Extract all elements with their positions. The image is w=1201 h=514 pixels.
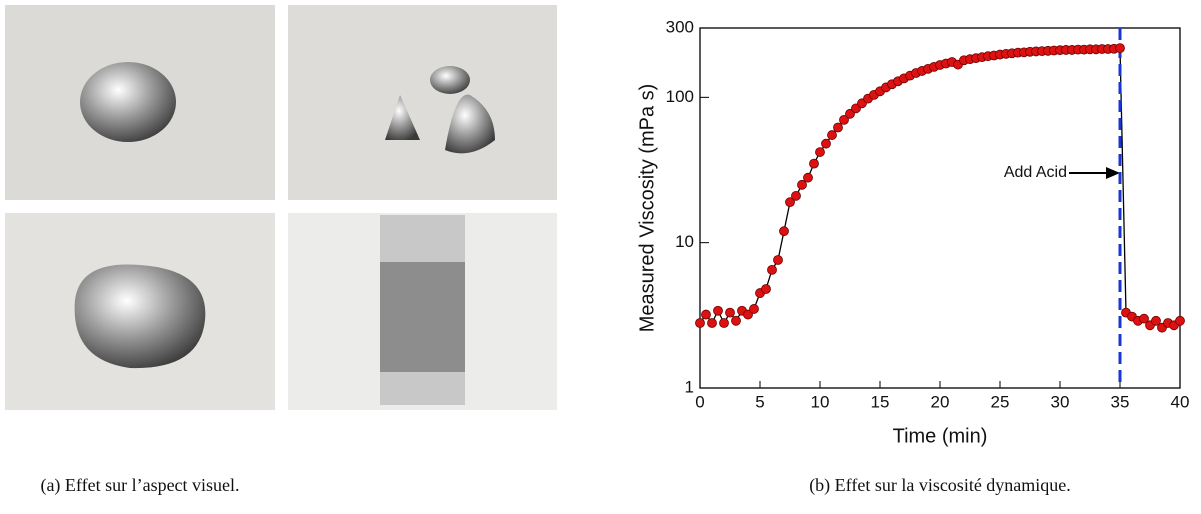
data-point: [1175, 315, 1185, 326]
data-point: [1115, 43, 1125, 54]
photo-object: [430, 66, 470, 94]
data-point: [779, 226, 789, 237]
x-tick-label: 15: [871, 392, 890, 411]
data-point: [695, 318, 705, 328]
x-tick-label: 10: [811, 392, 830, 411]
data-point: [815, 147, 825, 157]
data-point: [713, 305, 723, 316]
caption: (a) Effet sur l’aspect visuel.: [40, 475, 239, 496]
data-point: [797, 179, 807, 190]
y-tick-label: 10: [675, 232, 694, 251]
y-tick-label: 100: [666, 87, 694, 106]
data-line: [699, 47, 1181, 329]
data-point: [767, 264, 777, 275]
data-point: [833, 122, 843, 133]
data-point: [749, 304, 759, 314]
x-tick-label: 5: [755, 392, 764, 411]
photos: [5, 5, 557, 410]
caption: (b) Effet sur la viscosité dynamique.: [809, 475, 1071, 496]
plot-frame: [699, 27, 1181, 389]
data-point: [785, 197, 795, 208]
data-point: [827, 130, 837, 140]
photo-object: [385, 95, 420, 140]
x-axis-label: Time (min): [893, 425, 988, 447]
data-point: [761, 284, 771, 294]
annotation: Add Acid: [1004, 164, 1067, 181]
x-tick-label: 30: [1051, 392, 1070, 411]
data-point: [731, 315, 741, 326]
photo-object: [74, 264, 206, 369]
data-point: [809, 158, 819, 169]
data-point: [791, 190, 801, 201]
photo-object: [80, 62, 176, 142]
data-point: [707, 318, 717, 328]
photo-object: [380, 262, 465, 372]
data-point: [1151, 315, 1161, 326]
data-point: [773, 255, 783, 265]
data-point: [821, 138, 831, 149]
data-point: [839, 114, 849, 125]
data-point: [701, 309, 711, 320]
data-point: [743, 309, 753, 320]
annotation-arrowhead: [1106, 167, 1120, 179]
data-point: [803, 172, 813, 183]
photo: [288, 5, 557, 200]
data-point: [845, 108, 855, 119]
y-tick-label: 1: [685, 377, 694, 396]
y-tick-label: 300: [666, 17, 694, 36]
x-tick-label: 35: [1111, 392, 1130, 411]
data-point: [1139, 313, 1149, 324]
photo-object: [445, 94, 495, 154]
data-point: [719, 318, 729, 328]
x-tick-label: 25: [991, 392, 1010, 411]
x-tick-label: 20: [931, 392, 950, 411]
y-axis-label: Measured Viscosity (mPa s): [636, 84, 658, 333]
x-tick-label: 40: [1171, 392, 1190, 411]
data-point: [725, 307, 735, 318]
x-tick-label: 0: [695, 392, 704, 411]
